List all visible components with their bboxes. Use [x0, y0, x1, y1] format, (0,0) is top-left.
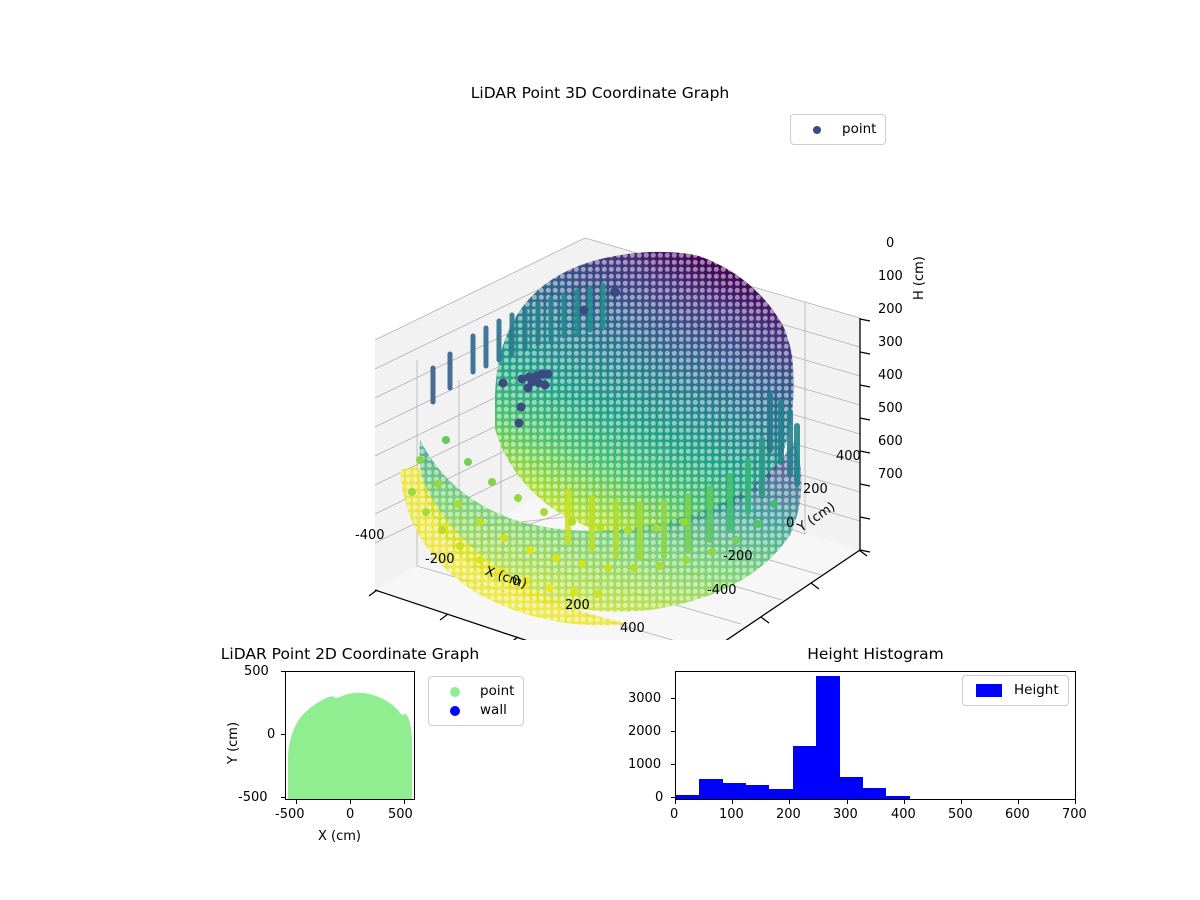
circle-marker-icon — [813, 125, 821, 134]
histogram-bar — [676, 795, 700, 799]
chart-hist-ytickmark-1 — [671, 764, 675, 766]
chart-hist-xtick-0: 0 — [670, 807, 679, 822]
chart-hist-xtickmark-0 — [675, 800, 677, 804]
chart-2d-xtick-0: -500 — [275, 807, 305, 822]
chart-3d-ytick-1: -200 — [723, 549, 753, 564]
legend-swatch-wrap — [438, 705, 472, 716]
chart-hist-xtickmark-4 — [904, 800, 906, 804]
chart-2d-ytickmark-2 — [281, 797, 285, 799]
chart-2d-xtick-2: 500 — [388, 807, 413, 822]
chart-3d-ztick-7: 700 — [878, 467, 903, 482]
chart-hist-legend: Height — [962, 675, 1069, 706]
histogram-bar — [792, 745, 817, 799]
legend-label-point-2d: point — [480, 683, 515, 699]
chart-3d-ytick-0: -400 — [707, 583, 737, 598]
histogram-bar — [769, 788, 793, 799]
legend-label-wall-2d: wall — [480, 702, 507, 718]
point-cloud-2d — [288, 692, 412, 799]
bar-patch-icon — [976, 684, 1002, 697]
chart-2d-ytickmark-0 — [281, 671, 285, 673]
chart-hist-xtick-1: 100 — [719, 807, 744, 822]
chart-hist-xtickmark-5 — [961, 800, 963, 804]
chart-hist-ytick-0: 0 — [655, 790, 664, 805]
chart-3d-ytick-2: 0 — [786, 516, 795, 531]
legend-label-height: Height — [1014, 682, 1059, 698]
legend-swatch-wrap — [972, 684, 1006, 697]
chart-2d-xtick-1: 0 — [346, 807, 355, 822]
chart-3d-xtick-2: 0 — [512, 574, 521, 589]
chart-3d-ztick-1: 100 — [878, 269, 903, 284]
chart-hist-ytickmark-3 — [671, 698, 675, 700]
chart-hist-xtickmark-2 — [789, 800, 791, 804]
chart-2d-axes — [285, 671, 415, 800]
chart-3d-xtick-3: 200 — [565, 598, 590, 613]
circle-marker-icon — [450, 686, 460, 697]
chart-2d-xaxis-label: X (cm) — [318, 829, 361, 844]
chart-2d-legend: point wall — [428, 676, 525, 726]
chart-hist-xtick-7: 700 — [1062, 807, 1087, 822]
chart-hist-xtick-4: 400 — [891, 807, 916, 822]
histogram-bar — [862, 788, 887, 799]
chart-2d-yaxis-label: Y (cm) — [226, 721, 241, 764]
histogram-bar — [839, 776, 863, 799]
chart-hist-ytickmark-2 — [671, 731, 675, 733]
legend-swatch-wrap — [800, 125, 834, 134]
chart-3d-legend: point — [790, 114, 887, 145]
chart-2d-xtickmark-1 — [350, 800, 352, 804]
chart-hist-xtick-5: 500 — [948, 807, 973, 822]
chart-hist-title: Height Histogram — [807, 645, 944, 663]
histogram-bar — [699, 778, 723, 799]
legend-entry-point-2d: point — [438, 682, 514, 701]
chart-2d-xtickmark-2 — [404, 800, 406, 804]
chart-3d-ztick-0: 0 — [886, 236, 895, 251]
chart-3d-canvas — [368, 237, 871, 640]
chart-2d-ytick-2: 500 — [244, 664, 269, 679]
circle-marker-icon — [450, 705, 460, 716]
chart-hist-ytick-3: 3000 — [628, 691, 662, 706]
chart-hist-xtick-3: 300 — [833, 807, 858, 822]
chart-hist-ytickmark-0 — [671, 797, 675, 799]
legend-entry-wall-2d: wall — [438, 701, 514, 720]
chart-hist-xtickmark-6 — [1018, 800, 1020, 804]
chart-3d-ztick-6: 600 — [878, 434, 903, 449]
chart-3d-ztick-4: 400 — [878, 368, 903, 383]
chart-hist-xtickmark-3 — [847, 800, 849, 804]
chart-3d-title: LiDAR Point 3D Coordinate Graph — [470, 84, 730, 102]
chart-3d-xtick-1: -200 — [425, 552, 455, 567]
chart-3d-ztick-3: 300 — [878, 335, 903, 350]
chart-3d-ztick-5: 500 — [878, 401, 903, 416]
chart-2d-xtickmark-0 — [296, 800, 298, 804]
chart-2d-ytickmark-1 — [281, 734, 285, 736]
chart-hist-xtickmark-1 — [732, 800, 734, 804]
chart-3d-axes — [300, 140, 920, 640]
chart-3d-ztick-2: 200 — [878, 302, 903, 317]
chart-hist-ytick-2: 2000 — [628, 724, 662, 739]
histogram-bar — [746, 785, 770, 799]
chart-hist-xtick-6: 600 — [1005, 807, 1030, 822]
chart-hist-ytick-1: 1000 — [628, 757, 662, 772]
chart-3d-xtick-0: -400 — [355, 528, 385, 543]
legend-label-point-3d: point — [842, 121, 877, 137]
chart-hist-xtick-2: 200 — [776, 807, 801, 822]
legend-swatch-wrap — [438, 686, 472, 697]
chart-2d-ytick-1: 0 — [267, 727, 276, 742]
chart-hist-xtickmark-7 — [1075, 800, 1077, 804]
chart-3d-ytick-4: 400 — [836, 449, 861, 464]
chart-3d-xtick-4: 400 — [620, 621, 645, 636]
legend-entry-point-3d: point — [800, 120, 876, 139]
histogram-bar — [722, 782, 747, 799]
chart-2d-canvas — [288, 692, 412, 799]
chart-2d-title: LiDAR Point 2D Coordinate Graph — [220, 645, 480, 663]
legend-entry-height: Height — [972, 681, 1059, 700]
chart-2d-ytick-0: -500 — [238, 790, 268, 805]
histogram-bar — [816, 675, 840, 799]
chart-3d-zaxis-label: H (cm) — [912, 256, 927, 300]
chart-3d-ytick-3: 200 — [803, 482, 828, 497]
histogram-bar — [886, 796, 910, 799]
